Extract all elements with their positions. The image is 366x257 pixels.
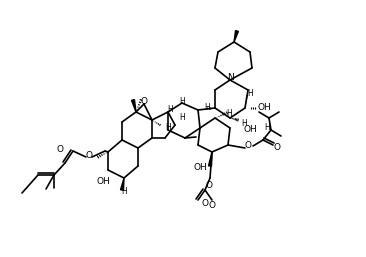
- Polygon shape: [209, 152, 212, 166]
- Text: H: H: [165, 124, 171, 133]
- Text: H: H: [167, 106, 173, 115]
- Text: O: O: [205, 181, 213, 190]
- Text: O: O: [141, 97, 147, 106]
- Text: H: H: [204, 104, 210, 113]
- Text: H: H: [247, 88, 253, 97]
- Text: N: N: [227, 74, 234, 82]
- Polygon shape: [234, 31, 238, 42]
- Text: OH: OH: [193, 163, 207, 172]
- Text: OH: OH: [258, 104, 272, 113]
- Text: O: O: [202, 199, 209, 208]
- Text: O: O: [244, 142, 251, 151]
- Text: O: O: [273, 142, 280, 151]
- Text: H: H: [264, 124, 270, 133]
- Text: H: H: [241, 118, 247, 127]
- Text: O: O: [86, 151, 93, 160]
- Text: OH: OH: [96, 178, 110, 187]
- Text: H: H: [226, 108, 232, 117]
- Text: O: O: [209, 201, 216, 210]
- Text: H: H: [121, 188, 127, 197]
- Text: OH: OH: [244, 124, 258, 133]
- Text: H: H: [179, 114, 185, 123]
- Text: O: O: [56, 145, 63, 154]
- Polygon shape: [131, 100, 136, 112]
- Polygon shape: [120, 178, 124, 190]
- Text: H: H: [179, 96, 185, 106]
